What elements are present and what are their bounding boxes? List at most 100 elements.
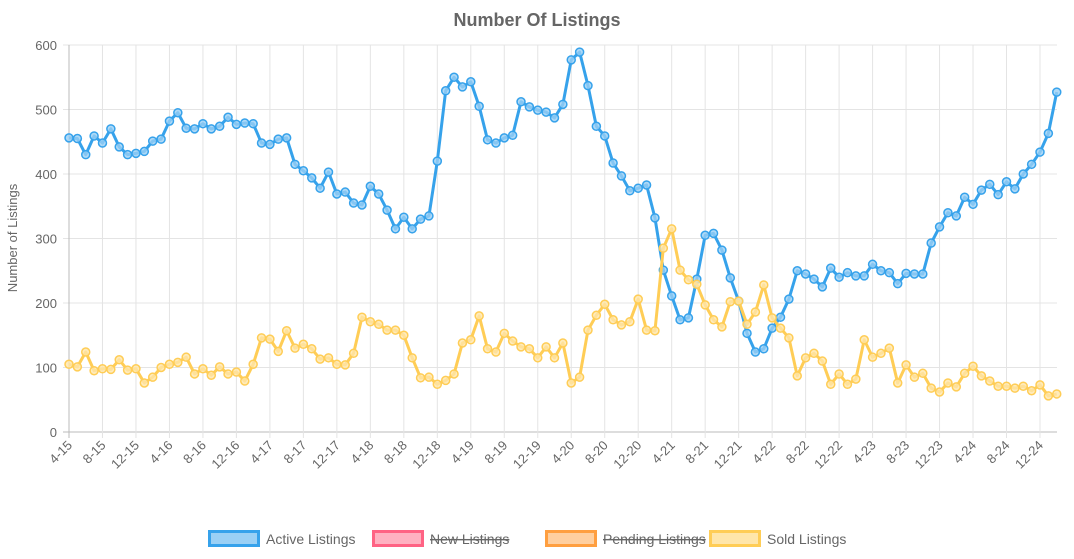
data-point[interactable] <box>265 139 275 150</box>
data-point[interactable] <box>164 116 175 126</box>
data-point[interactable] <box>307 344 317 354</box>
data-point[interactable] <box>1043 128 1054 139</box>
data-point[interactable] <box>599 299 610 310</box>
data-point[interactable] <box>1051 87 1062 97</box>
data-point[interactable] <box>315 354 325 364</box>
data-point[interactable] <box>499 328 510 339</box>
data-point[interactable] <box>683 275 694 285</box>
data-point[interactable] <box>717 245 727 255</box>
data-point[interactable] <box>315 183 325 193</box>
data-point[interactable] <box>1010 184 1020 194</box>
data-point[interactable] <box>223 112 233 122</box>
data-point[interactable] <box>507 130 518 141</box>
data-point[interactable] <box>97 138 108 148</box>
data-point[interactable] <box>825 263 836 273</box>
data-point[interactable] <box>574 47 585 57</box>
data-point[interactable] <box>449 369 459 379</box>
legend-item-active-listings[interactable]: Active Listings <box>208 530 356 547</box>
data-point[interactable] <box>348 198 359 208</box>
data-point[interactable] <box>474 101 484 112</box>
data-point[interactable] <box>616 171 627 181</box>
data-point[interactable] <box>533 105 543 115</box>
data-point[interactable] <box>658 243 669 253</box>
data-point[interactable] <box>106 124 116 134</box>
data-point[interactable] <box>240 118 250 128</box>
data-point[interactable] <box>549 353 560 363</box>
data-point[interactable] <box>784 333 794 343</box>
data-point[interactable] <box>399 212 409 222</box>
data-point[interactable] <box>650 213 660 223</box>
data-point[interactable] <box>574 372 585 382</box>
data-point[interactable] <box>440 86 451 96</box>
data-point[interactable] <box>382 325 392 335</box>
data-point[interactable] <box>993 381 1003 391</box>
data-point[interactable] <box>114 142 124 152</box>
data-point[interactable] <box>1010 383 1020 393</box>
data-point[interactable] <box>934 387 945 397</box>
data-point[interactable] <box>800 353 811 363</box>
data-point[interactable] <box>516 342 526 352</box>
data-point[interactable] <box>390 224 401 234</box>
data-point[interactable] <box>407 353 417 363</box>
legend-item-sold-listings[interactable]: Sold Listings <box>709 530 847 547</box>
data-point[interactable] <box>1035 380 1045 390</box>
data-point[interactable] <box>834 369 844 379</box>
data-point[interactable] <box>139 378 150 388</box>
data-point[interactable] <box>281 325 292 336</box>
data-point[interactable] <box>1018 169 1029 179</box>
data-point[interactable] <box>867 352 878 362</box>
data-point[interactable] <box>432 379 443 390</box>
data-point[interactable] <box>72 362 83 372</box>
data-point[interactable] <box>407 224 417 234</box>
data-point[interactable] <box>750 347 761 357</box>
data-point[interactable] <box>298 339 309 350</box>
data-point[interactable] <box>231 119 242 130</box>
data-point[interactable] <box>784 294 794 304</box>
data-point[interactable] <box>901 268 911 279</box>
data-point[interactable] <box>675 315 685 325</box>
data-point[interactable] <box>926 383 936 393</box>
data-point[interactable] <box>122 365 133 375</box>
data-point[interactable] <box>507 336 518 346</box>
data-point[interactable] <box>666 224 677 234</box>
data-point[interactable] <box>834 272 844 282</box>
data-point[interactable] <box>307 173 317 183</box>
data-point[interactable] <box>332 189 342 199</box>
data-point[interactable] <box>842 267 853 278</box>
data-point[interactable] <box>959 368 970 379</box>
data-point[interactable] <box>641 180 652 190</box>
data-point[interactable] <box>742 328 752 339</box>
data-point[interactable] <box>708 315 719 325</box>
data-point[interactable] <box>114 355 124 365</box>
data-point[interactable] <box>616 320 627 330</box>
data-point[interactable] <box>650 325 660 336</box>
data-point[interactable] <box>499 133 510 143</box>
data-point[interactable] <box>608 158 618 168</box>
data-point[interactable] <box>357 312 367 322</box>
data-point[interactable] <box>323 353 334 363</box>
data-point[interactable] <box>1018 381 1029 391</box>
data-point[interactable] <box>298 166 309 176</box>
data-point[interactable] <box>892 278 903 289</box>
data-point[interactable] <box>641 325 652 335</box>
data-point[interactable] <box>876 266 886 276</box>
data-point[interactable] <box>700 300 710 310</box>
data-point[interactable] <box>415 214 426 224</box>
data-point[interactable] <box>348 348 359 359</box>
data-point[interactable] <box>985 376 995 386</box>
data-point[interactable] <box>800 269 811 279</box>
data-point[interactable] <box>474 311 484 321</box>
data-point[interactable] <box>106 364 116 375</box>
data-point[interactable] <box>851 271 861 281</box>
data-point[interactable] <box>968 361 978 371</box>
data-point[interactable] <box>859 271 869 281</box>
data-point[interactable] <box>231 367 242 377</box>
data-point[interactable] <box>1043 391 1054 401</box>
data-point[interactable] <box>198 118 208 129</box>
data-point[interactable] <box>775 312 786 322</box>
data-point[interactable] <box>340 360 350 370</box>
data-point[interactable] <box>558 99 568 110</box>
data-point[interactable] <box>482 135 493 145</box>
data-point[interactable] <box>281 133 292 143</box>
data-point[interactable] <box>223 369 233 379</box>
